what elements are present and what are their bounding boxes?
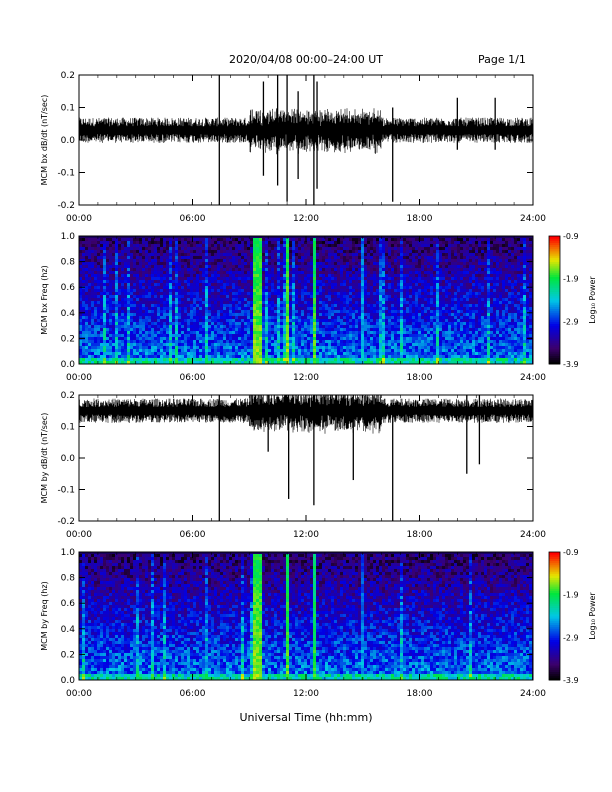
x-tick-label: 24:00 bbox=[520, 689, 546, 699]
colorbar-tick-label: -3.9 bbox=[563, 676, 579, 685]
plot-frame bbox=[78, 74, 534, 206]
y-tick-label: 0.2 bbox=[61, 334, 75, 344]
y-tick-label: -0.1 bbox=[57, 486, 75, 496]
x-tick-label: 06:00 bbox=[180, 689, 206, 699]
y-tick-label: -0.2 bbox=[57, 517, 75, 527]
y-tick-label: 0.8 bbox=[61, 574, 76, 584]
x-tick-label: 24:00 bbox=[520, 214, 546, 224]
y-tick-label: 0.4 bbox=[61, 625, 76, 635]
y-axis-label-0: MCM bx dB/dt (nT/sec) bbox=[40, 95, 49, 186]
y-tick-label: 0.4 bbox=[61, 309, 76, 319]
y-tick-label: 0.1 bbox=[61, 104, 75, 114]
x-tick-label: 24:00 bbox=[520, 373, 546, 383]
y-tick-label: 0.6 bbox=[61, 599, 76, 609]
y-tick-label: -0.2 bbox=[57, 201, 75, 211]
y-tick-label: 0.8 bbox=[61, 258, 76, 268]
y-tick-label: 1.0 bbox=[61, 232, 76, 242]
line-panel-0: 00:00 06:00 12:00 18:00 24:00 0.2 0.1 0.0 -0.1 -0… bbox=[40, 71, 546, 224]
line-panel-2: 00:00 06:00 12:00 18:00 24:00 0.2 0.1 0.0 -0.1 -0… bbox=[40, 391, 546, 540]
y-axis-label-2: MCM by dB/dt (nT/sec) bbox=[40, 413, 49, 504]
x-tick-label: 00:00 bbox=[66, 530, 92, 540]
y-tick-label: 0.2 bbox=[61, 71, 75, 81]
y-tick-label: 0.1 bbox=[61, 423, 75, 433]
y-axis-label-3: MCM by Freq (hz) bbox=[40, 581, 49, 650]
x-tick-label: 00:00 bbox=[66, 373, 92, 383]
page-number-label: Page 1/1 bbox=[478, 53, 526, 66]
x-tick-label: 06:00 bbox=[180, 530, 206, 540]
y-tick-label: 0.0 bbox=[61, 454, 76, 464]
plot-title: 2020/04/08 00:00–24:00 UT bbox=[228, 53, 384, 66]
x-tick-label: 12:00 bbox=[293, 373, 319, 383]
colorbar-tick-label: -0.9 bbox=[563, 548, 579, 557]
y-tick-label: 0.0 bbox=[61, 676, 76, 686]
x-tick-label: 18:00 bbox=[407, 530, 433, 540]
colorbar-label: Log₁₀ Power bbox=[588, 592, 597, 640]
series-trace bbox=[78, 108, 533, 155]
x-tick-label: 06:00 bbox=[180, 373, 206, 383]
x-tick-label: 00:00 bbox=[66, 689, 92, 699]
y-tick-label: 0.2 bbox=[61, 650, 75, 660]
x-tick-label: 12:00 bbox=[293, 689, 319, 699]
y-tick-label: 0.0 bbox=[61, 136, 76, 146]
y-tick-label: -0.1 bbox=[57, 169, 75, 179]
y-tick-label: 0.2 bbox=[61, 391, 75, 401]
x-tick-label: 18:00 bbox=[407, 214, 433, 224]
x-tick-label: 00:00 bbox=[66, 214, 92, 224]
page-header: 2020/04/08 00:00–24:00 UT Page 1/1 bbox=[0, 0, 612, 70]
y-axis-label-1: MCM bx Freq (hz) bbox=[40, 265, 49, 334]
colorbar-tick-label: -1.9 bbox=[563, 275, 579, 284]
colorbar-tick-label: -3.9 bbox=[563, 360, 579, 369]
y-tick-label: 0.0 bbox=[61, 360, 76, 370]
y-tick-label: 1.0 bbox=[61, 548, 76, 558]
colorbar-label: Log₁₀ Power bbox=[588, 276, 597, 324]
spectrogram-panel-1: 00:00 06:00 12:00 18:00 24:00 1.0 0.8 0.6 0.4 0.2… bbox=[40, 232, 597, 383]
colorbar-tick-label: -1.9 bbox=[563, 591, 579, 600]
x-tick-label: 18:00 bbox=[407, 689, 433, 699]
y-tick-label: 0.6 bbox=[61, 283, 76, 293]
colorbar-tick-label: -2.9 bbox=[563, 317, 579, 326]
x-tick-label: 12:00 bbox=[293, 214, 319, 224]
x-axis-title: Universal Time (hh:mm) bbox=[239, 711, 373, 724]
x-tick-label: 06:00 bbox=[180, 214, 206, 224]
x-tick-label: 12:00 bbox=[293, 530, 319, 540]
x-tick-label: 24:00 bbox=[520, 530, 546, 540]
spectrogram-panel-3: 00:00 06:00 12:00 18:00 24:00 1.0 0.8 0.6 0.4 0.2… bbox=[40, 548, 597, 699]
colorbar: -0.9 -1.9 -2.9 -3.9 Log₁₀ Power bbox=[548, 232, 597, 369]
x-tick-label: 18:00 bbox=[407, 373, 433, 383]
colorbar: -0.9 -1.9 -2.9 -3.9 Log₁₀ Power bbox=[548, 548, 597, 685]
colorbar-tick-label: -0.9 bbox=[563, 232, 579, 241]
colorbar-tick-label: -2.9 bbox=[563, 633, 579, 642]
